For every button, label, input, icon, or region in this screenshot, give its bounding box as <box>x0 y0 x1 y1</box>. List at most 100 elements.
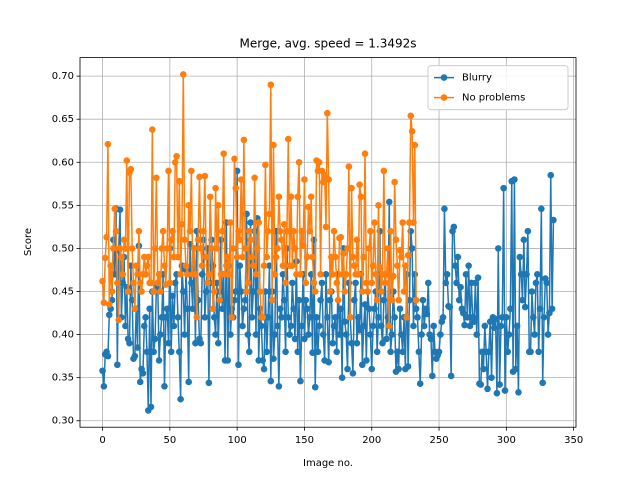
data-point <box>116 245 124 252</box>
data-point <box>150 288 157 295</box>
data-point <box>119 279 127 287</box>
data-point <box>223 262 230 269</box>
data-point <box>350 262 358 269</box>
data-point <box>180 288 187 295</box>
data-point <box>321 171 328 179</box>
data-point <box>155 357 163 364</box>
data-point <box>325 358 332 366</box>
data-point <box>496 381 503 388</box>
data-point <box>435 348 443 356</box>
data-point <box>462 270 470 278</box>
data-point <box>395 296 402 304</box>
axes-frame <box>79 57 577 428</box>
data-point <box>219 227 226 235</box>
data-point <box>173 152 180 160</box>
data-point <box>521 303 529 311</box>
data-point <box>363 357 370 364</box>
data-point <box>528 288 536 295</box>
data-point <box>356 181 363 188</box>
data-point <box>291 245 299 252</box>
data-point <box>547 171 555 179</box>
data-point <box>340 250 347 257</box>
data-point <box>276 305 284 313</box>
data-point <box>511 176 518 183</box>
data-point <box>108 288 116 295</box>
data-point <box>330 227 338 235</box>
data-point <box>239 253 246 261</box>
data-point <box>360 253 367 261</box>
data-point <box>488 374 495 381</box>
data-point <box>481 322 489 330</box>
data-point <box>427 335 435 343</box>
data-point <box>155 270 163 278</box>
data-point <box>228 314 236 321</box>
data-point <box>457 283 464 291</box>
data-point <box>330 322 338 330</box>
data-point <box>208 245 215 252</box>
data-point <box>114 279 121 287</box>
legend-box <box>427 65 569 111</box>
data-point <box>398 331 405 338</box>
data-point <box>201 314 209 321</box>
data-point <box>123 157 131 164</box>
data-point <box>410 322 417 330</box>
data-point <box>185 378 192 386</box>
data-point <box>373 296 381 304</box>
data-point <box>384 314 392 321</box>
data-point <box>171 279 179 287</box>
data-point <box>120 236 128 244</box>
data-point <box>383 270 390 278</box>
data-point <box>311 288 319 295</box>
data-point <box>151 245 159 252</box>
data-point <box>517 270 525 278</box>
data-point <box>326 296 334 304</box>
y-tick-label: 0.60 <box>52 157 74 168</box>
data-point <box>368 279 376 287</box>
data-point <box>138 288 145 295</box>
data-point <box>275 382 283 390</box>
data-point <box>344 365 351 373</box>
data-point <box>503 314 510 321</box>
y-tick-label: 0.65 <box>52 114 74 125</box>
data-point <box>209 305 217 313</box>
data-point <box>232 288 240 295</box>
data-point <box>267 377 275 385</box>
data-point <box>215 202 222 209</box>
data-point <box>548 305 556 313</box>
data-point <box>408 245 416 252</box>
data-point <box>389 272 397 280</box>
data-point <box>404 252 412 259</box>
data-point <box>333 279 341 287</box>
data-point <box>494 245 502 252</box>
data-point <box>450 223 458 231</box>
data-point <box>169 292 176 300</box>
data-point <box>241 296 249 304</box>
data-point <box>361 301 369 308</box>
data-point <box>324 109 331 117</box>
data-point <box>229 245 237 252</box>
data-point <box>163 245 171 252</box>
data-point <box>325 176 332 183</box>
data-point <box>142 314 149 321</box>
data-point <box>192 339 199 347</box>
data-point <box>165 167 172 175</box>
data-point <box>349 253 357 261</box>
data-point <box>279 262 287 269</box>
data-point <box>301 176 308 183</box>
data-point <box>236 236 244 244</box>
data-point <box>536 305 544 313</box>
series <box>99 71 420 330</box>
data-point <box>512 365 520 373</box>
data-point <box>268 296 276 304</box>
data-point <box>377 322 385 330</box>
data-point <box>365 245 373 252</box>
data-point <box>190 245 198 252</box>
data-point <box>394 262 401 269</box>
data-point <box>290 305 297 313</box>
data-point <box>375 202 382 209</box>
y-tick-label: 0.55 <box>52 200 74 211</box>
data-point <box>388 296 396 304</box>
data-point <box>322 270 330 278</box>
data-point <box>174 253 182 261</box>
data-point <box>167 236 175 244</box>
